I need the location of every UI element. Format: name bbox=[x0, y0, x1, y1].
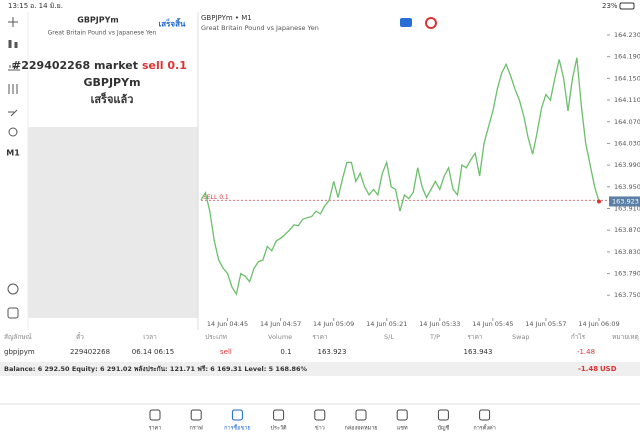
table-cell: sell bbox=[220, 348, 232, 356]
tab-icon[interactable] bbox=[437, 409, 449, 421]
alert-icon[interactable] bbox=[7, 283, 19, 295]
table-header: สัญลักษณ์ bbox=[4, 333, 32, 341]
table-header: S/L bbox=[384, 333, 394, 341]
tab-label[interactable]: การซื้อขาย bbox=[224, 424, 250, 432]
done-button[interactable]: เสร็จสิ้น bbox=[159, 18, 186, 29]
x-tick-label: 14 Jun 05:09 bbox=[313, 320, 354, 328]
table-header: ประเภท bbox=[205, 333, 227, 341]
y-tick-label: 163.830 bbox=[614, 248, 640, 256]
trade-icon[interactable] bbox=[7, 307, 19, 319]
x-tick-label: 14 Jun 05:45 bbox=[472, 320, 513, 328]
table-header: ราคา bbox=[467, 333, 482, 341]
quick-icon[interactable] bbox=[425, 17, 437, 29]
x-tick-label: 14 Jun 05:57 bbox=[525, 320, 566, 328]
tab-label[interactable]: ข่าว bbox=[315, 426, 325, 432]
tab-icon[interactable] bbox=[273, 409, 285, 421]
tab-label[interactable]: การตั้งค่า bbox=[473, 424, 495, 432]
tab-icon[interactable] bbox=[479, 409, 491, 421]
tab-icons bbox=[149, 409, 491, 421]
x-tick-label: 14 Jun 06:09 bbox=[578, 320, 619, 328]
table-header: Swap bbox=[512, 333, 530, 341]
y-tick-label: 164.110 bbox=[614, 96, 640, 104]
table-cell: 0.1 bbox=[280, 348, 291, 356]
tab-icon[interactable] bbox=[190, 409, 202, 421]
table-header: Volume bbox=[268, 333, 292, 341]
x-tick-label: 14 Jun 04:57 bbox=[260, 320, 301, 328]
tab-icon[interactable] bbox=[355, 409, 367, 421]
tab-label[interactable]: กราฟ bbox=[190, 425, 203, 432]
balance-currency: USD bbox=[600, 365, 617, 373]
price-line bbox=[200, 57, 600, 296]
panel-bg bbox=[28, 127, 198, 318]
order-action: sell 0.1 bbox=[142, 59, 187, 72]
status-time: 13:15 bbox=[8, 2, 28, 10]
crosshair-icon[interactable] bbox=[8, 17, 18, 27]
y-tick-label: 164.230 bbox=[614, 31, 640, 39]
y-tick-label: 163.990 bbox=[614, 161, 640, 169]
toolbar-icons bbox=[7, 17, 20, 319]
indicator-icon[interactable] bbox=[8, 63, 20, 71]
tab-label[interactable]: ประวัติ bbox=[271, 425, 287, 432]
last-point bbox=[597, 199, 601, 204]
y-tick-label: 163.950 bbox=[614, 183, 640, 191]
tab-label[interactable]: แชท bbox=[397, 425, 408, 432]
price-tag-label: 163.923 bbox=[612, 197, 639, 205]
tab-icon[interactable] bbox=[149, 409, 161, 421]
order-text: #229402268 market bbox=[12, 59, 138, 72]
x-tick-label: 14 Jun 05:21 bbox=[366, 320, 407, 328]
order-status: เสร็จแล้ว bbox=[91, 92, 134, 106]
candle-icon[interactable] bbox=[8, 40, 18, 48]
table-header: เวลา bbox=[143, 333, 157, 341]
y-tick-label: 163.870 bbox=[614, 226, 640, 234]
tab-icon[interactable] bbox=[396, 409, 408, 421]
tab-label[interactable]: ราคา bbox=[149, 426, 162, 432]
chart-subtitle: Great Britain Pound vs Japanese Yen bbox=[201, 24, 319, 32]
table-header: ราคา bbox=[312, 333, 327, 341]
y-tick-label: 164.150 bbox=[614, 74, 640, 82]
object-icon[interactable] bbox=[8, 127, 18, 137]
tab-icon[interactable] bbox=[314, 409, 326, 421]
sell-label: SELL 0.1 bbox=[203, 194, 229, 201]
table-cell: 229402268 bbox=[70, 348, 110, 356]
draw-icon[interactable] bbox=[8, 109, 18, 117]
timeframe[interactable]: M1 bbox=[6, 149, 20, 158]
table-header: T/P bbox=[429, 333, 440, 341]
chart-title: GBPJPYm • M1 bbox=[201, 14, 252, 22]
one-click-icon[interactable] bbox=[400, 18, 412, 27]
y-tick-label: 164.190 bbox=[614, 53, 640, 61]
panel-symbol[interactable]: GBPJPYm bbox=[77, 16, 119, 25]
table-cell: 163.923 bbox=[318, 348, 347, 356]
table-header: หมายเหตุ bbox=[612, 333, 639, 341]
price-tag bbox=[609, 196, 640, 207]
battery-icon bbox=[619, 2, 635, 10]
table-header: กำไร bbox=[571, 333, 586, 341]
balance-profit: -1.48 bbox=[578, 365, 598, 373]
status-battery: 23% bbox=[602, 2, 618, 10]
status-date: อ. 14 มิ.ย. bbox=[30, 2, 63, 10]
y-tick-label: 163.750 bbox=[614, 291, 640, 299]
balance-bg bbox=[0, 362, 640, 376]
settings-icon[interactable] bbox=[8, 84, 18, 94]
y-tick-label: 163.790 bbox=[614, 270, 640, 278]
y-tick-label: 164.030 bbox=[614, 139, 640, 147]
x-tick-label: 14 Jun 05:33 bbox=[419, 320, 460, 328]
table-header: ตั๋ว bbox=[76, 332, 84, 341]
y-tick-label: 164.070 bbox=[614, 118, 640, 126]
y-tick-label: 163.910 bbox=[614, 204, 640, 212]
x-tick-label: 14 Jun 04:45 bbox=[207, 320, 248, 328]
tab-label[interactable]: กล่องจดหมาย bbox=[344, 426, 377, 432]
panel-description: Great Britain Pound vs Japanese Yen bbox=[48, 30, 157, 37]
table-cell: 163.943 bbox=[464, 348, 493, 356]
order-symbol: GBPJPYm bbox=[83, 76, 140, 89]
table-cell: gbpjpym bbox=[4, 348, 35, 356]
tab-icon[interactable] bbox=[231, 409, 243, 421]
tab-label[interactable]: บัญชี bbox=[437, 425, 449, 432]
table-cell: 06.14 06:15 bbox=[132, 348, 174, 356]
balance-text: Balance: 6 292.50 Equity: 6 291.02 พลังป… bbox=[4, 365, 308, 373]
table-cell: -1.48 bbox=[577, 348, 595, 356]
